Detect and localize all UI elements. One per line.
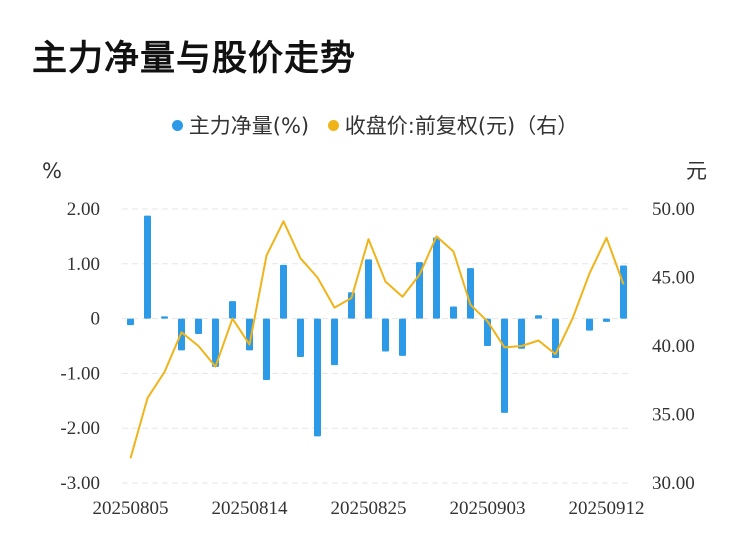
net-flow-bar <box>229 301 236 319</box>
x-tick-label: 20250814 <box>212 498 289 519</box>
x-tick-label: 20250912 <box>569 498 645 519</box>
right-tick-label: 35.00 <box>652 405 695 426</box>
x-tick-label: 20250805 <box>93 498 169 519</box>
left-tick-label: -2.00 <box>60 418 100 439</box>
net-flow-bar <box>501 318 508 413</box>
net-flow-bar <box>603 318 610 322</box>
net-flow-bar <box>195 318 202 334</box>
chart-title: 主力净量与股价走势 <box>32 39 357 79</box>
right-axis: 元 50.00 45.00 40.00 35.00 30.00 <box>652 159 707 494</box>
legend-label-net-flow: 主力净量(%) <box>188 114 310 138</box>
net-flow-bar <box>365 259 372 319</box>
net-flow-bar <box>450 306 457 319</box>
left-axis-unit: % <box>42 159 62 183</box>
gridlines <box>122 208 632 484</box>
net-flow-bar <box>161 316 168 319</box>
legend: 主力净量(%) 收盘价:前复权(元)（右） <box>0 110 750 140</box>
net-flow-bar <box>586 318 593 331</box>
net-flow-bar <box>280 264 287 319</box>
left-axis: %2.00 1.00 0 -1.00 -2.00 -3.00 <box>42 159 100 494</box>
net-flow-bar <box>297 318 304 357</box>
net-flow-bar <box>620 265 627 319</box>
net-flow-bar <box>263 318 270 380</box>
right-tick-label: 40.00 <box>652 336 695 357</box>
close-price-line <box>129 220 625 459</box>
x-tick-label: 20250903 <box>450 498 526 519</box>
right-tick-label: 45.00 <box>652 268 695 289</box>
legend-dot-net-flow-icon <box>171 119 183 131</box>
net-flow-bar <box>382 318 389 352</box>
net-flow-bar <box>144 215 151 319</box>
net-flow-bar <box>552 318 559 359</box>
net-flow-bar <box>535 315 542 319</box>
net-flow-bar <box>467 268 474 319</box>
legend-item-net-flow[interactable]: 主力净量(%) <box>171 110 310 140</box>
net-flow-bar <box>518 318 525 349</box>
left-tick-label: 1.00 <box>67 254 100 275</box>
net-flow-bar <box>399 318 406 356</box>
legend-item-close-price[interactable]: 收盘价:前复权(元)（右） <box>327 110 579 140</box>
x-tick-label: 20250825 <box>331 498 407 519</box>
net-flow-bar <box>212 318 219 367</box>
x-axis: 20250805 20250814 20250825 20250903 20250912 <box>93 498 645 519</box>
left-tick-label: -3.00 <box>60 473 100 494</box>
net-flow-bar <box>433 237 440 319</box>
legend-label-close-price: 收盘价:前复权(元)（右） <box>344 114 579 138</box>
net-flow-bar <box>127 318 134 326</box>
left-tick-label: 0 <box>91 309 101 330</box>
left-tick-label: 2.00 <box>67 199 100 220</box>
net-flow-bar <box>331 318 338 366</box>
close-price-polyline <box>129 220 625 459</box>
right-axis-unit: 元 <box>686 159 707 183</box>
left-tick-label: -1.00 <box>60 363 100 384</box>
net-flow-bar <box>314 318 321 437</box>
legend-dot-close-price-icon <box>327 119 339 131</box>
right-tick-label: 30.00 <box>652 473 695 494</box>
right-tick-label: 50.00 <box>652 199 695 220</box>
net-flow-bars <box>127 215 627 437</box>
